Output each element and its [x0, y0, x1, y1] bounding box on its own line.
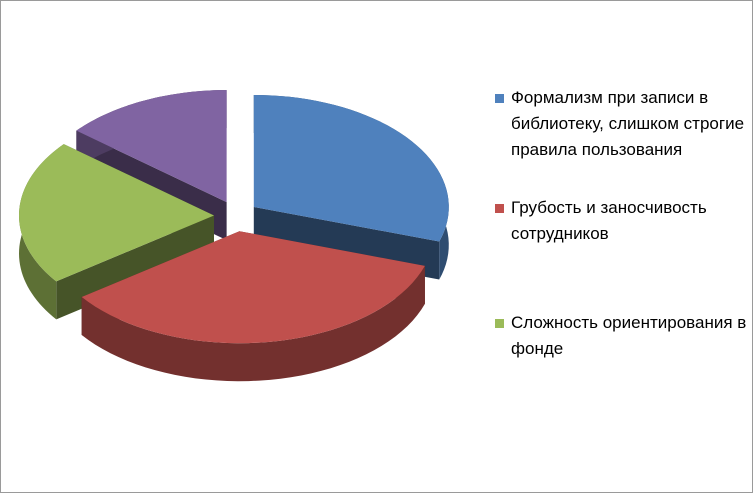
- legend-item: Сложность ориентирования в фонде: [495, 310, 751, 362]
- legend-swatch: [495, 94, 504, 103]
- slice: [19, 144, 215, 282]
- slice: [253, 94, 449, 242]
- legend-swatch: [495, 319, 504, 328]
- legend-label: Формализм при записи в библиотеку, слишк…: [511, 88, 745, 159]
- legend-item: Грубость и заносчивость сотрудников: [495, 195, 751, 247]
- slice-wall: [81, 265, 425, 382]
- legend-swatch: [495, 204, 504, 213]
- legend-label: Грубость и заносчивость сотрудников: [511, 198, 707, 243]
- legend-item: Формализм при записи в библиотеку, слишк…: [495, 85, 751, 163]
- legend-label: Сложность ориентирования в фонде: [511, 313, 747, 358]
- slice: [76, 90, 227, 203]
- slice: [81, 231, 425, 344]
